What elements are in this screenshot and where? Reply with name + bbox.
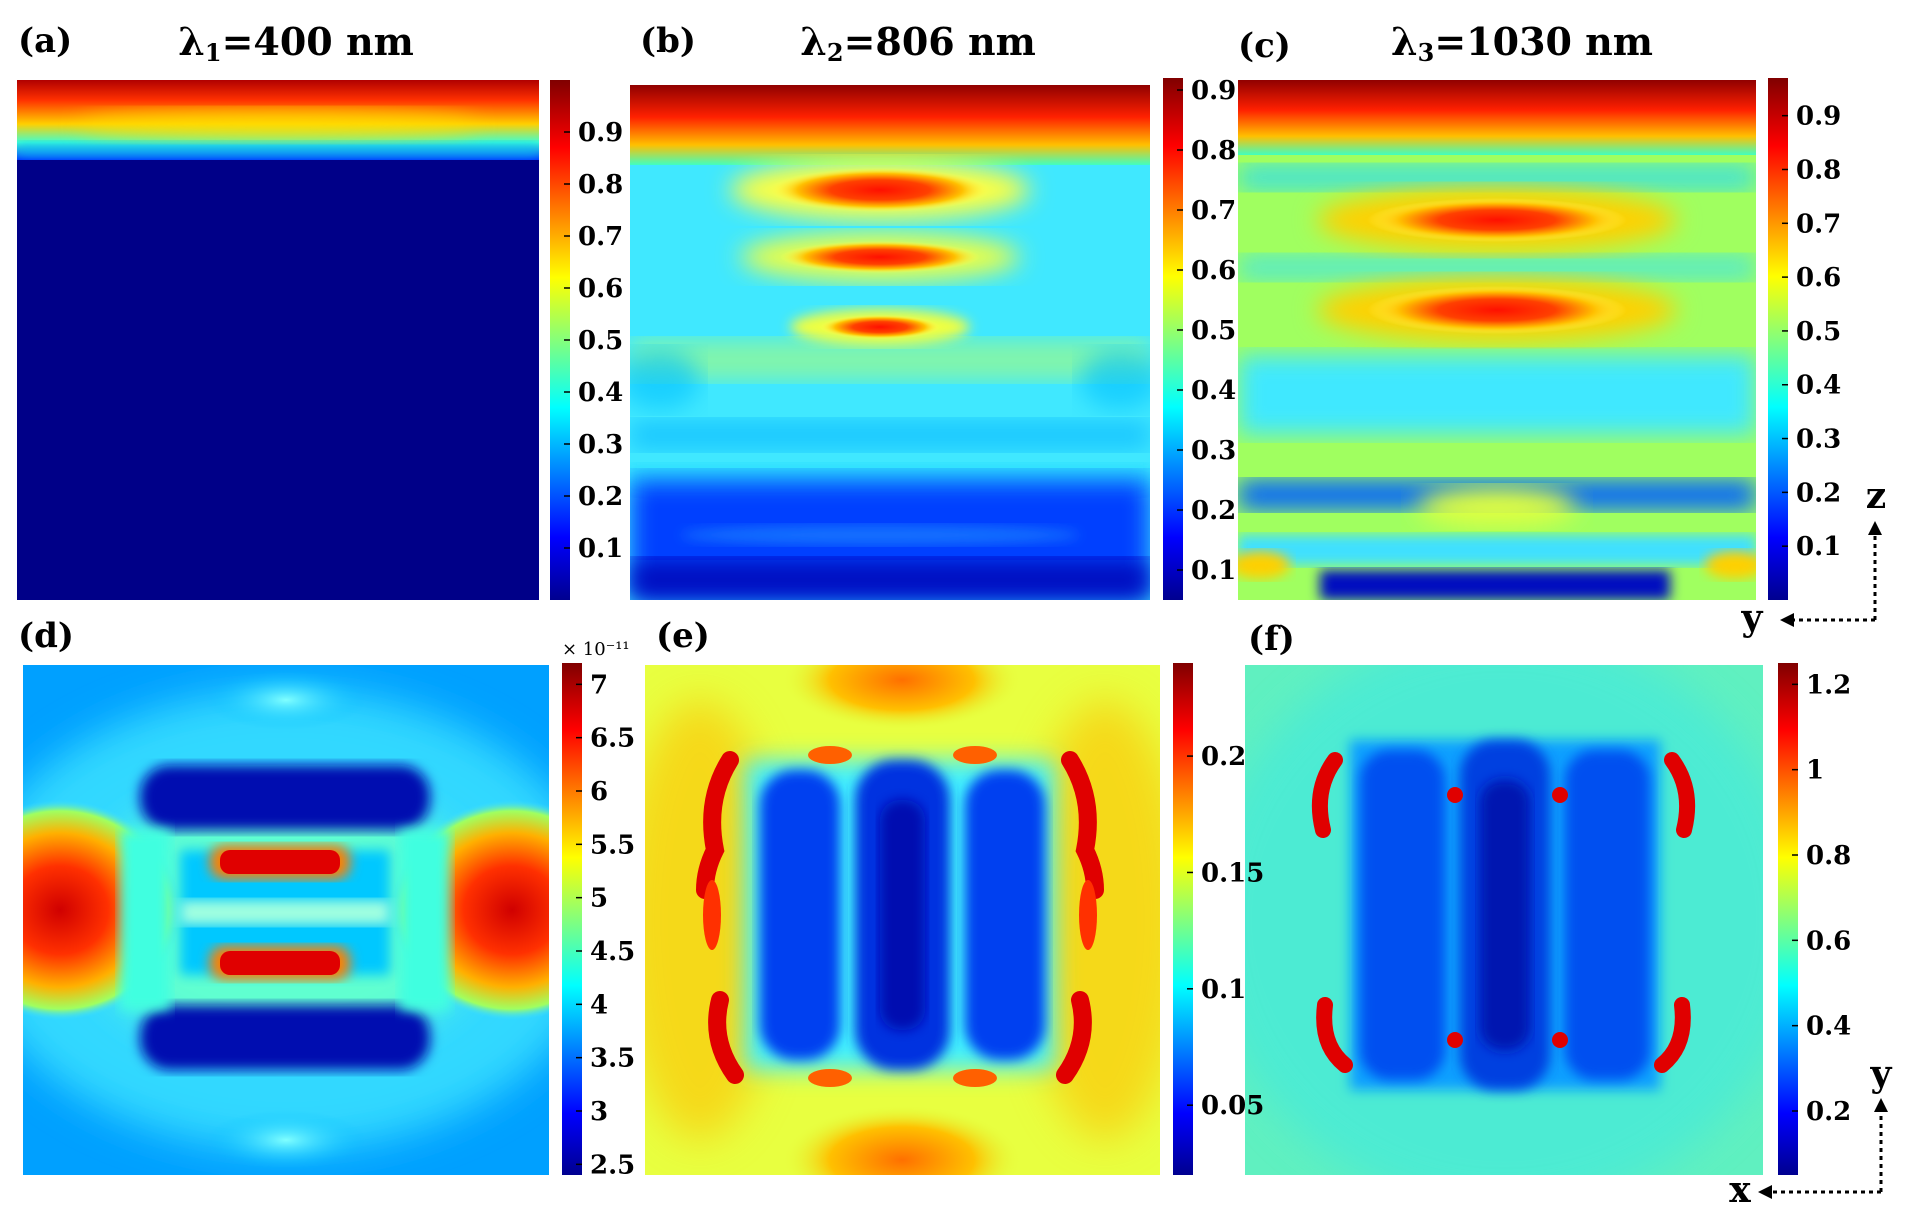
colorbar-tick-label: 0.6	[1796, 263, 1841, 293]
colorbar-tick-label: 3.5	[590, 1044, 635, 1074]
colorbar-tick-label: 0.2	[1191, 496, 1236, 526]
colorbar-e	[1173, 663, 1193, 1175]
colorbar-tick-label: 1	[1806, 756, 1824, 786]
panel-title: λ3=1030 nm	[1391, 19, 1653, 67]
colorbar-exponent-label: × 10⁻¹¹	[562, 639, 630, 660]
colorbar-tick-label: 0.8	[578, 170, 623, 200]
panel-title: λ1=400 nm	[178, 19, 414, 67]
colorbar-tick-label: 0.9	[1191, 76, 1236, 106]
colorbar-tick-label: 0.7	[578, 222, 623, 252]
colorbar-tick-label: 0.1	[1191, 556, 1236, 586]
axis-y-label-top: y	[1741, 597, 1764, 639]
colorbar-tick-label: 0.3	[1796, 425, 1841, 455]
panel-d-heatmap	[23, 665, 549, 1175]
colorbar-d	[562, 663, 582, 1175]
panel-label: (c)	[1238, 26, 1291, 66]
colorbar-tick-label: 6.5	[590, 724, 635, 754]
colorbar-tick-label: 0.2	[1796, 478, 1841, 508]
colorbar-tick-label: 2.5	[590, 1150, 635, 1180]
panel-label: (a)	[18, 21, 72, 61]
colorbar-tick-label: 0.7	[1191, 196, 1236, 226]
colorbar-tick-label: 0.2	[1201, 742, 1246, 772]
colorbar-b	[1163, 78, 1183, 600]
panel-a-heatmap	[17, 80, 539, 600]
colorbar-tick-label: 0.3	[1191, 436, 1236, 466]
colorbar-tick-label: 0.5	[1191, 316, 1236, 346]
colorbar-tick-label: 4.5	[590, 937, 635, 967]
panel-f-heatmap	[1245, 665, 1763, 1175]
colorbar-tick-label: 0.4	[578, 378, 623, 408]
colorbar-tick-label: 0.1	[1201, 975, 1246, 1005]
colorbar-tick-label: 0.6	[578, 274, 623, 304]
colorbar-c	[1768, 78, 1788, 600]
colorbar-tick-label: 0.2	[578, 482, 623, 512]
colorbar-tick-label: 0.6	[1191, 256, 1236, 286]
colorbar-tick-label: 0.8	[1806, 841, 1851, 871]
panel-e-heatmap	[645, 665, 1160, 1175]
axes-indicator-top: z y	[1741, 475, 1887, 639]
colorbar-tick-label: 0.4	[1191, 376, 1236, 406]
colorbar-tick-label: 7	[590, 670, 608, 700]
axis-y-label-bottom: y	[1870, 1053, 1893, 1095]
colorbar-tick-label: 0.9	[1796, 102, 1841, 132]
colorbar-tick-label: 0.05	[1201, 1091, 1264, 1121]
colorbar-tick-label: 0.1	[1796, 532, 1841, 562]
colorbar-ticks: 0.1 0.2 0.3 0.4 0.5 0.6 0.7 0.8 0.9 0.1 0.2 0.3 0.4 0…	[562, 76, 1851, 1180]
axes-indicator-bottom: y x	[1729, 1053, 1892, 1210]
colorbar-tick-label: 0.15	[1201, 858, 1264, 888]
colorbar-tick-label: 3	[590, 1097, 608, 1127]
panel-label: (e)	[656, 616, 710, 656]
colorbar-tick-label: 0.5	[578, 326, 623, 356]
panel-label: (f)	[1248, 619, 1295, 659]
colorbar-a	[550, 80, 570, 600]
panel-label: (d)	[18, 616, 74, 656]
colorbar-tick-label: 0.4	[1796, 371, 1841, 401]
panel-title: λ2=806 nm	[800, 19, 1036, 67]
colorbar-f	[1778, 663, 1798, 1175]
panel-labels: (a) λ1=400 nm (b) λ2=806 nm (c) λ3=1030 nm (d)…	[18, 19, 1653, 659]
colorbar-tick-label: 0.4	[1806, 1012, 1851, 1042]
colorbar-tick-label: 0.1	[578, 534, 623, 564]
panel-b-heatmap	[630, 85, 1150, 600]
colorbar-tick-label: 5.5	[590, 830, 635, 860]
colorbar-tick-label: 0.3	[578, 430, 623, 460]
colorbar-tick-label: 0.7	[1796, 209, 1841, 239]
colorbar-tick-label: 0.8	[1191, 136, 1236, 166]
panel-c-heatmap	[1238, 80, 1756, 600]
colorbar-tick-label: 4	[590, 990, 608, 1020]
colorbar-tick-label: 6	[590, 777, 608, 807]
panel-label: (b)	[640, 21, 696, 61]
colorbar-tick-label: 0.6	[1806, 926, 1851, 956]
colorbar-tick-label: 0.8	[1796, 155, 1841, 185]
colorbar-tick-label: 5	[590, 884, 608, 914]
axis-z-label: z	[1866, 475, 1886, 517]
colorbar-tick-label: 0.9	[578, 118, 623, 148]
colorbar-tick-label: 0.5	[1796, 317, 1841, 347]
colorbar-tick-label: 1.2	[1806, 670, 1851, 700]
colorbar-tick-label: 0.2	[1806, 1097, 1851, 1127]
axis-x-label: x	[1729, 1169, 1751, 1210]
